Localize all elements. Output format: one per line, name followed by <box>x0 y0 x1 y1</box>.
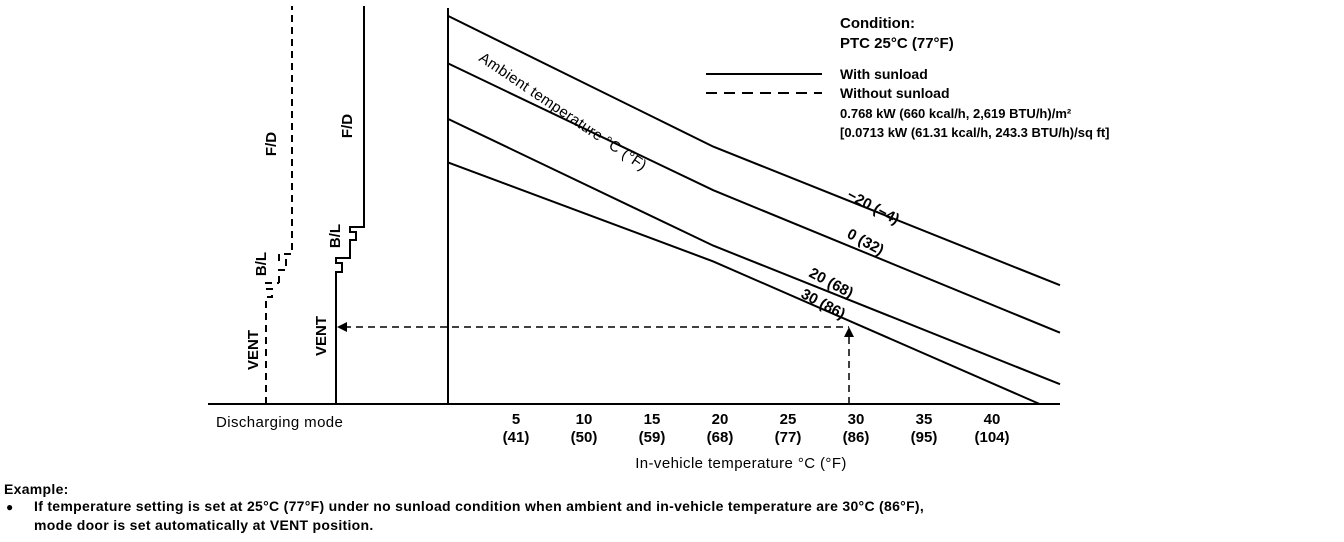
example-bullet: ● <box>6 500 14 514</box>
x-tick-label-7: 40 <box>984 411 1001 428</box>
x-tick-label-4: 25 <box>780 411 797 428</box>
example-text-line1: If temperature setting is set at 25°C (7… <box>34 498 925 514</box>
series-line-0 <box>447 15 1061 287</box>
mode-label-vent-dashed: VENT <box>245 330 262 370</box>
legend: Condition: PTC 25°C (77°F) With sunload … <box>706 15 1110 140</box>
example-indicator <box>337 322 854 404</box>
ambient-temperature-label: Ambient temperature °C (°F) <box>476 49 650 174</box>
with-sunload-mode-line <box>335 6 365 404</box>
series-line-1 <box>447 62 1061 334</box>
example-title: Example: <box>4 481 69 497</box>
series-group <box>447 15 1061 405</box>
x-tick-label-5: 30 <box>848 411 865 428</box>
x-ticks: 5(41) 10(50) 15(59) 20(68) 25(77) 30(86) 35(95… <box>503 411 1010 446</box>
mode-label-bl-dashed: B/L <box>253 252 270 276</box>
x-tick-f-label-1: (50) <box>571 429 598 446</box>
sunload-value-line1: 0.768 kW (660 kcal/h, 2,619 BTU/h)/m² <box>840 106 1072 121</box>
x-tick-f-label-0: (41) <box>503 429 530 446</box>
discharging-mode-diagram: VENT B/L F/D VENT B/L F/D Discharging mo… <box>216 6 365 431</box>
x-tick-label-1: 10 <box>576 411 593 428</box>
mode-label-fd-solid: F/D <box>339 114 356 138</box>
condition-value: PTC 25°C (77°F) <box>840 35 954 52</box>
legend-dashed-label: Without sunload <box>840 85 950 101</box>
x-tick-f-label-5: (86) <box>843 429 870 446</box>
series-label-minus20: −20 (−4) <box>844 187 902 229</box>
example-text-line2: mode door is set automatically at VENT p… <box>34 517 374 533</box>
example-up-arrowhead <box>844 327 854 337</box>
without-sunload-mode-line <box>265 6 293 404</box>
x-tick-label-6: 35 <box>916 411 933 428</box>
x-tick-f-label-7: (104) <box>974 429 1009 446</box>
series-line-2 <box>447 117 1061 386</box>
x-tick-f-label-4: (77) <box>775 429 802 446</box>
discharging-mode-label: Discharging mode <box>216 414 343 431</box>
legend-solid-label: With sunload <box>840 66 928 82</box>
series-label-0: 0 (32) <box>844 226 887 259</box>
x-tick-label-0: 5 <box>512 411 520 428</box>
x-tick-f-label-6: (95) <box>911 429 938 446</box>
example-left-arrowhead <box>337 322 347 332</box>
x-tick-label-2: 15 <box>644 411 661 428</box>
x-tick-f-label-2: (59) <box>639 429 666 446</box>
x-tick-label-3: 20 <box>712 411 729 428</box>
sunload-value-line2: [0.0713 kW (61.31 kcal/h, 243.3 BTU/h)/s… <box>840 125 1110 140</box>
mode-label-vent-solid: VENT <box>313 316 330 356</box>
x-tick-f-label-3: (68) <box>707 429 734 446</box>
series-line-3 <box>447 161 1041 405</box>
x-axis-label: In-vehicle temperature °C (°F) <box>635 455 847 472</box>
condition-title: Condition: <box>840 15 915 32</box>
mode-label-bl-solid: B/L <box>327 224 344 248</box>
mode-label-fd-dashed: F/D <box>263 132 280 156</box>
